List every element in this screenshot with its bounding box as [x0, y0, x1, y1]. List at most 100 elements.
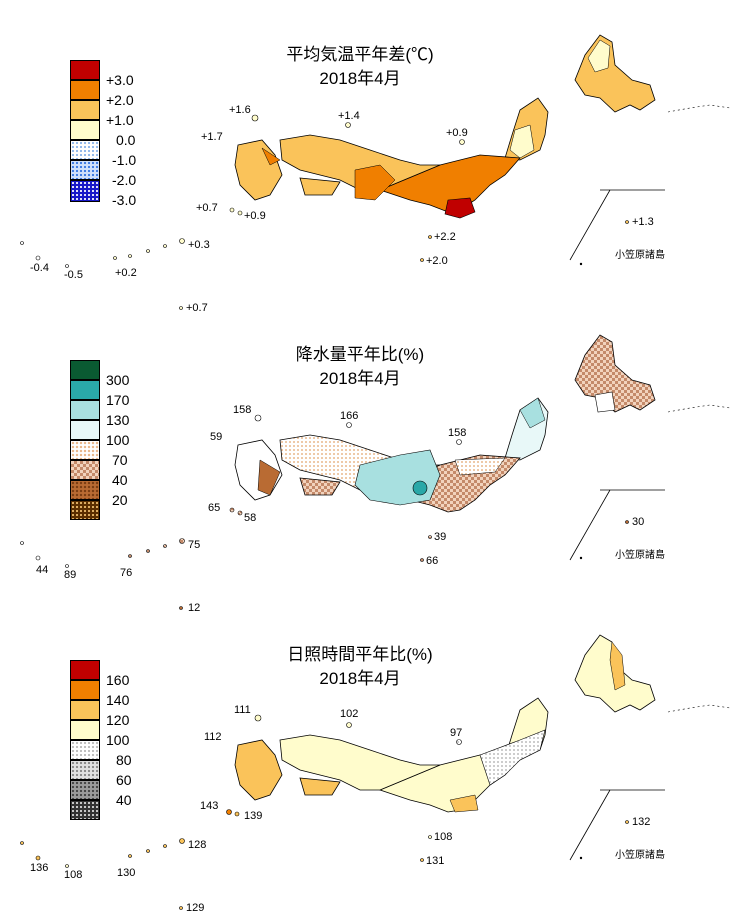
legend-swatch — [70, 420, 100, 440]
temperature-title: 平均気温平年差(℃) — [286, 45, 434, 64]
legend-swatch — [70, 360, 100, 380]
legend-tick: -1.0 — [112, 152, 137, 168]
legend-tick: +3.0 — [106, 72, 134, 88]
station-value: 39 — [434, 531, 447, 543]
station-value: 132 — [632, 816, 651, 828]
station-value: +1.6 — [229, 104, 251, 116]
precipitation-subtitle: 2018年4月 — [319, 369, 401, 388]
station-value: 166 — [340, 410, 359, 422]
legend-swatch — [70, 800, 100, 820]
legend-swatch — [70, 160, 100, 180]
temperature-map — [20, 34, 731, 310]
station-value: 139 — [244, 810, 263, 822]
legend-tick: 130 — [106, 412, 130, 428]
station-value: 44 — [36, 564, 49, 576]
station-value: 75 — [188, 539, 201, 551]
station-value: +0.7 — [186, 302, 208, 314]
legend-tick: -3.0 — [112, 192, 137, 208]
station-value: 108 — [434, 831, 453, 843]
legend-swatch — [70, 120, 100, 140]
station-value: 76 — [120, 567, 133, 579]
sunshine-map — [20, 634, 731, 910]
station-value: 130 — [117, 867, 136, 879]
legend-tick: 300 — [106, 372, 130, 388]
precipitation-map — [20, 334, 731, 610]
legend-tick: 100 — [106, 432, 130, 448]
station-value: 59 — [210, 431, 223, 443]
station-value: 143 — [200, 800, 219, 812]
station-value: 65 — [208, 502, 221, 514]
legend-swatch — [70, 180, 100, 202]
station-value: 30 — [632, 516, 645, 528]
station-value: 112 — [204, 731, 222, 743]
station-value: +2.0 — [426, 255, 448, 267]
legend-tick: 60 — [116, 772, 132, 788]
legend-tick: 80 — [116, 752, 132, 768]
legend-tick: +2.0 — [106, 92, 134, 108]
temperature-anomaly-panel: 平均気温平年差(℃) 2018年4月 +3.0 +2.0 +1.0 0.0 -1… — [0, 0, 750, 314]
legend-swatch — [70, 440, 100, 460]
ogasawara-label: 小笠原諸島 — [615, 250, 665, 261]
legend-tick: +1.0 — [106, 112, 134, 128]
legend-swatch — [70, 740, 100, 760]
legend-tick: 0.0 — [116, 132, 136, 148]
station-value: 102 — [340, 708, 359, 720]
legend-swatch — [70, 400, 100, 420]
station-value: 97 — [450, 727, 463, 739]
station-value: -0.5 — [64, 269, 83, 281]
legend-swatch — [70, 480, 100, 500]
legend-tick: 160 — [106, 672, 130, 688]
station-value: +0.9 — [244, 210, 266, 222]
station-value: +0.3 — [188, 239, 210, 251]
sunshine-panel: 日照時間平年比(%) 2018年4月 160 140 120 100 80 60… — [0, 600, 750, 914]
legend-tick: 40 — [112, 472, 128, 488]
station-value: 58 — [244, 512, 257, 524]
station-value: 158 — [448, 427, 467, 439]
legend-swatch — [70, 660, 100, 680]
legend-tick: 140 — [106, 692, 130, 708]
station-value: +2.2 — [434, 231, 456, 243]
station-value: +0.7 — [196, 202, 218, 214]
legend-swatch — [70, 760, 100, 780]
station-value: 131 — [426, 855, 445, 867]
legend-swatch — [70, 60, 100, 80]
legend-swatch — [70, 680, 100, 700]
sunshine-subtitle: 2018年4月 — [319, 669, 401, 688]
legend-tick: -2.0 — [112, 172, 137, 188]
legend-swatch — [70, 100, 100, 120]
station-value: +1.4 — [338, 110, 360, 122]
legend-swatch — [70, 80, 100, 100]
station-value: 89 — [64, 569, 77, 581]
precipitation-title: 降水量平年比(%) — [295, 345, 425, 364]
legend-swatch — [70, 460, 100, 480]
station-value: 136 — [30, 862, 49, 874]
legend-tick: 70 — [112, 452, 128, 468]
station-value: +0.9 — [446, 127, 468, 139]
legend-tick: 40 — [116, 792, 132, 808]
temperature-subtitle: 2018年4月 — [319, 69, 401, 88]
legend-swatch — [70, 780, 100, 800]
station-value: +0.2 — [115, 267, 137, 279]
legend-swatch — [70, 380, 100, 400]
ogasawara-label: 小笠原諸島 — [615, 550, 665, 561]
legend-swatch — [70, 700, 100, 720]
legend-tick: 170 — [106, 392, 130, 408]
station-value: +1.3 — [632, 216, 654, 228]
station-value: +1.7 — [201, 131, 223, 143]
station-value: 12 — [188, 602, 201, 614]
ogasawara-label: 小笠原諸島 — [615, 850, 665, 861]
station-value: 111 — [234, 704, 251, 716]
legend-swatch — [70, 720, 100, 740]
precipitation-panel: 降水量平年比(%) 2018年4月 300 170 130 100 70 40 … — [0, 300, 750, 614]
station-value: 129 — [186, 902, 205, 914]
station-value: 66 — [426, 555, 439, 567]
station-value: 128 — [188, 839, 207, 851]
legend-tick: 100 — [106, 732, 130, 748]
station-value: -0.4 — [30, 262, 49, 274]
station-value: 158 — [233, 404, 252, 416]
legend-tick: 120 — [106, 712, 130, 728]
legend-swatch — [70, 140, 100, 160]
station-value: 108 — [64, 869, 83, 881]
sunshine-title: 日照時間平年比(%) — [287, 645, 433, 664]
legend-tick: 20 — [112, 492, 128, 508]
